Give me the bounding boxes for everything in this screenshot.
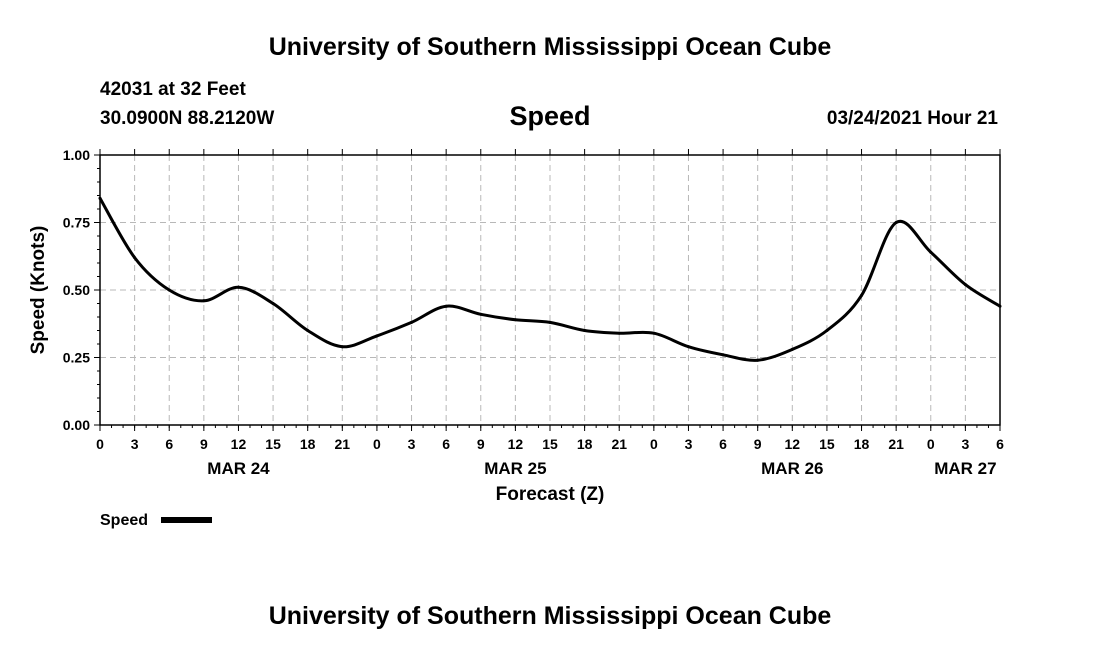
speed-data-point [860, 293, 864, 297]
x-axis-label: Forecast (Z) [496, 484, 605, 505]
legend-label: Speed [100, 512, 148, 529]
speed-data-point [963, 283, 967, 287]
station-label: 42031 at 32 Feet [100, 79, 246, 100]
speed-data-point [721, 353, 725, 357]
speed-data-point [756, 358, 760, 362]
speed-data-point [998, 304, 1002, 308]
x-tick-label: 0 [96, 436, 104, 452]
day-label: MAR 27 [934, 459, 996, 478]
legend-swatch [161, 517, 212, 523]
x-tick-label: 18 [577, 436, 593, 452]
x-tick-label: 9 [200, 436, 208, 452]
speed-data-point [583, 329, 587, 332]
x-tick-label: 6 [165, 436, 173, 452]
footer-title: University of Southern Mississippi Ocean… [269, 602, 832, 630]
x-tick-label: 18 [300, 436, 316, 452]
x-tick-label: 3 [961, 436, 969, 452]
speed-data-point [652, 331, 656, 335]
day-label: MAR 24 [207, 459, 270, 478]
x-tick-label: 6 [719, 436, 727, 452]
x-tick-label: 21 [888, 436, 904, 452]
x-tick-label: 21 [335, 436, 351, 452]
speed-data-point [548, 320, 552, 324]
speed-data-point [340, 345, 344, 349]
speed-data-point [479, 312, 483, 316]
speed-data-point [410, 320, 414, 324]
x-tick-label: 3 [685, 436, 693, 452]
day-label: MAR 25 [484, 459, 546, 478]
tick-labels: 0.00 0.25 0.50 0.75 1.00 0 3 6 9 12 15 18 21 0 3 6 9 12 15… [63, 147, 1004, 478]
speed-data-point [894, 221, 898, 224]
x-tick-label: 0 [373, 436, 381, 452]
speed-data-point [513, 318, 517, 322]
y-tick-label: 0.00 [63, 417, 90, 433]
y-tick-label: 0.50 [63, 282, 90, 298]
speed-data-point [444, 304, 448, 308]
location-label: 30.0900N 88.2120W [100, 108, 274, 129]
x-tick-label: 15 [542, 436, 558, 452]
day-label: MAR 26 [761, 459, 823, 478]
x-tick-label: 12 [508, 436, 524, 452]
x-tick-label: 15 [819, 436, 835, 452]
x-tick-label: 6 [442, 436, 450, 452]
speed-data-point [790, 347, 794, 351]
x-tick-label: 15 [265, 436, 281, 452]
speed-data-point [686, 345, 690, 349]
x-tick-label: 0 [650, 436, 658, 452]
x-tick-label: 12 [785, 436, 801, 452]
x-tick-label: 12 [231, 436, 247, 452]
x-tick-label: 3 [131, 436, 139, 452]
x-tick-label: 9 [477, 436, 485, 452]
x-tick-label: 18 [854, 436, 870, 452]
x-tick-label: 9 [754, 436, 762, 452]
page-title: University of Southern Mississippi Ocean… [269, 33, 832, 61]
speed-data-point [271, 302, 275, 305]
y-tick-label: 1.00 [63, 147, 90, 163]
x-tick-label: 21 [611, 436, 627, 452]
timestamp-label: 03/24/2021 Hour 21 [827, 108, 999, 129]
speed-data-point [202, 299, 206, 303]
speed-data-point [825, 329, 829, 332]
y-tick-label: 0.25 [63, 350, 90, 366]
legend: Speed [100, 512, 212, 529]
y-axis-label: Speed (Knots) [28, 226, 49, 355]
speed-data-point [133, 256, 137, 260]
x-tick-label: 6 [996, 436, 1004, 452]
y-tick-label: 0.75 [63, 215, 90, 231]
speed-data-point [306, 329, 310, 332]
speed-data-point [929, 250, 933, 254]
speed-data-point [375, 334, 379, 338]
series [98, 196, 1002, 362]
speed-data-point [98, 196, 102, 200]
speed-data-point [167, 288, 171, 292]
chart-title: Speed [509, 101, 590, 131]
plot-frame [99, 154, 1001, 426]
x-tick-label: 3 [408, 436, 416, 452]
x-tick-label: 0 [927, 436, 935, 452]
speed-data-point [236, 285, 240, 289]
speed-data-point [617, 331, 621, 335]
